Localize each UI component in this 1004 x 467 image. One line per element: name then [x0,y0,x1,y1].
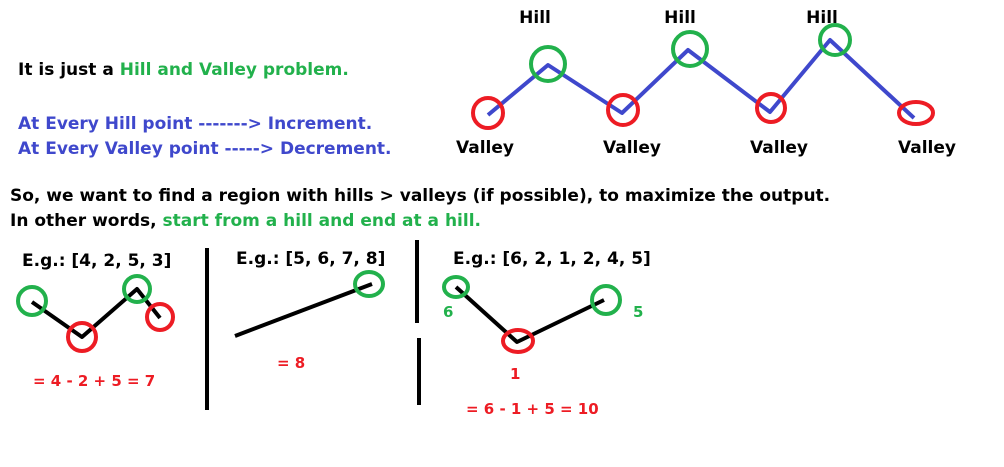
example2-line [235,284,372,336]
hill-marker-2 [673,32,707,66]
example3-hill-2 [592,286,620,314]
summary-line-2: In other words, start from a hill and en… [10,211,481,231]
example3-label-1: 1 [510,365,520,383]
valley-label-1: Valley [456,138,514,158]
example1-hill-1 [18,287,46,315]
example3-label-6: 6 [443,303,453,321]
valley-label-4: Valley [898,138,956,158]
example3-result: = 6 - 1 + 5 = 10 [466,400,599,418]
hill-label-2: Hill [664,8,696,28]
valley-label-3: Valley [750,138,808,158]
hill-label-3: Hill [806,8,838,28]
valley-label-2: Valley [603,138,661,158]
summary-line-1: So, we want to find a region with hills … [10,186,830,206]
example3-label-5: 5 [633,303,643,321]
summary-highlight: start from a hill and end at a hill. [163,211,481,231]
example2-result: = 8 [277,354,305,372]
example3-title: E.g.: [6, 2, 1, 2, 4, 5] [453,249,651,269]
hill-label-1: Hill [519,8,551,28]
hill-marker-3 [820,25,850,55]
example1-result: = 4 - 2 + 5 = 7 [33,372,155,390]
example1-title: E.g.: [4, 2, 5, 3] [22,251,171,271]
example2-title: E.g.: [5, 6, 7, 8] [236,249,385,269]
valley-marker-4 [899,102,933,124]
summary-prefix: In other words, [10,211,163,231]
